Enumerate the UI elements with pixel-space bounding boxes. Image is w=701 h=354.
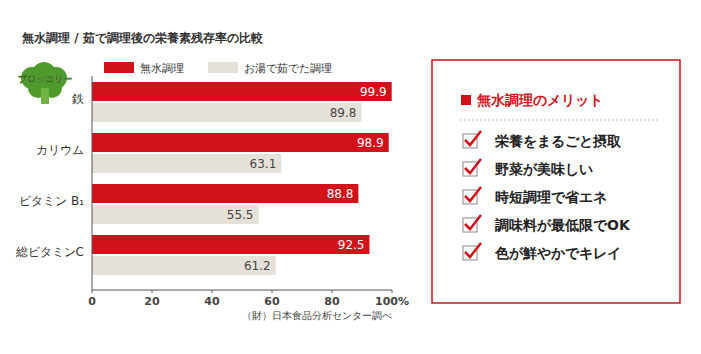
merits-title: 無水調理のメリット <box>476 92 603 108</box>
tick-label: 20 <box>144 295 160 308</box>
data-label: 88.8 <box>327 187 354 201</box>
legend-swatch <box>104 62 134 73</box>
tick <box>152 290 153 293</box>
canvas: 無水調理 / 茹で調理後の栄養素残存率の比較無水調理 お湯で茹でた調理 99.989… <box>0 0 701 354</box>
x-axis-line <box>92 290 392 291</box>
tick-label: 40 <box>204 295 220 308</box>
broccoli-stem <box>41 88 49 104</box>
merit-item: 野菜が美味しい <box>495 161 593 177</box>
legend-label: 無水調理 <box>140 62 184 75</box>
data-label: 61.2 <box>244 259 271 273</box>
bar <box>92 256 276 275</box>
data-label: 99.9 <box>360 85 387 99</box>
data-label: 98.9 <box>357 136 384 150</box>
tick-label: 0 <box>88 295 96 308</box>
tick-label: 80 <box>324 295 340 308</box>
data-label: 92.5 <box>338 238 365 252</box>
broccoli-icon: ブロッコリー <box>18 62 72 104</box>
merit-item: 時短調理で省エネ <box>495 189 607 205</box>
legend-label: お湯で茹でた調理 <box>244 62 332 75</box>
category-label: カリウム <box>36 143 84 157</box>
merits-divider <box>460 120 660 121</box>
merit-item: 調味料が最低限でOK <box>495 217 631 233</box>
category-label: 総ビタミンC <box>15 245 84 259</box>
category-label: 鉄 <box>72 92 84 106</box>
bars <box>92 82 392 275</box>
checkmark <box>465 215 481 229</box>
tick <box>392 290 393 293</box>
checkmark <box>465 187 481 201</box>
data-label: 63.1 <box>250 157 277 171</box>
bar <box>92 154 281 173</box>
legend-swatch <box>208 62 238 73</box>
checkmark <box>465 131 481 145</box>
bar <box>92 103 361 122</box>
y-axis-line <box>92 76 93 290</box>
bar <box>92 205 259 224</box>
checkmark <box>465 243 481 257</box>
tick <box>332 290 333 293</box>
data-label: 89.8 <box>330 106 357 120</box>
source-note: （財）日本食品分析センター調べ <box>242 310 392 321</box>
merit-item: 栄養をまるごと摂取 <box>495 133 622 149</box>
labels: 99.989.8 鉄 98.9 63.1 カリウム 88.8 55.5 ビタミン B₁ 92.5… <box>15 85 387 273</box>
tick-label: 100% <box>375 295 409 308</box>
data-label: 55.5 <box>227 208 254 222</box>
tick <box>272 290 273 293</box>
checkmark <box>465 159 481 173</box>
merits-bullet <box>461 95 471 105</box>
merits-box <box>432 60 680 303</box>
category-label: ビタミン B₁ <box>19 194 84 208</box>
bar <box>92 235 370 254</box>
chart-title: 無水調理 / 茹で調理後の栄養素残存率の比較 <box>21 31 264 45</box>
tick <box>92 290 93 293</box>
annotation: ブロッコリー <box>18 74 72 84</box>
tick-label: 60 <box>264 295 280 308</box>
bar <box>92 133 389 152</box>
tick <box>212 290 213 293</box>
bar <box>92 82 392 101</box>
merit-item: 色が鮮やかでキレイ <box>494 245 621 261</box>
bar <box>92 184 358 203</box>
